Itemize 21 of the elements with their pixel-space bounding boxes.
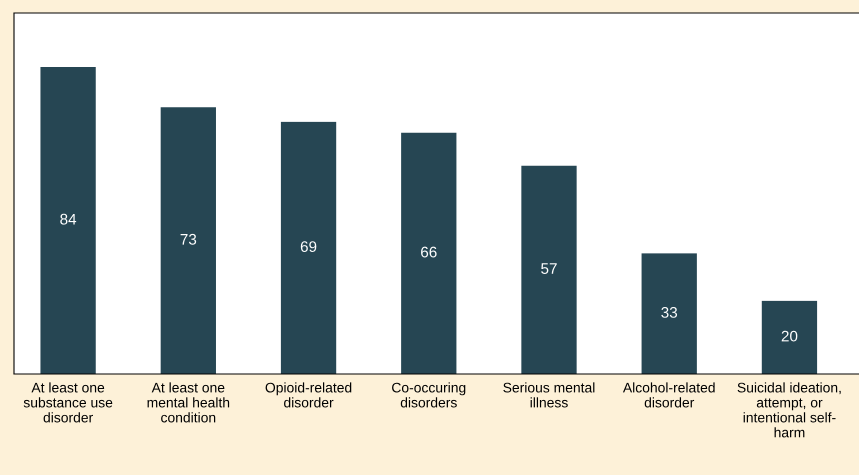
x-tick-label: Opioid-related disorder [266,382,352,408]
x-tick-label: Alcohol-related disorder [622,382,715,408]
bar [762,300,818,374]
data-label: 20 [782,330,798,342]
x-tick-label: Suicidal ideation, attempt, or intentional self- harm [738,382,841,438]
data-label: 57 [541,263,557,274]
data-label: 66 [421,246,437,258]
bar [40,67,96,374]
bar [401,132,456,374]
data-label: 69 [300,241,316,252]
x-tick-label: At least one mental health condition [148,382,230,422]
x-tick-label: Co-occuring disorders [392,382,466,408]
bar [521,166,577,374]
data-label: 33 [661,306,678,318]
bar [280,122,336,374]
x-tick-label: Serious mental illness [503,382,594,408]
x-tick-label: At least one substance use disorder [24,382,112,422]
data-label: 84 [60,214,76,225]
data-label: 73 [180,234,196,245]
bar [160,107,216,374]
bar [642,253,697,374]
